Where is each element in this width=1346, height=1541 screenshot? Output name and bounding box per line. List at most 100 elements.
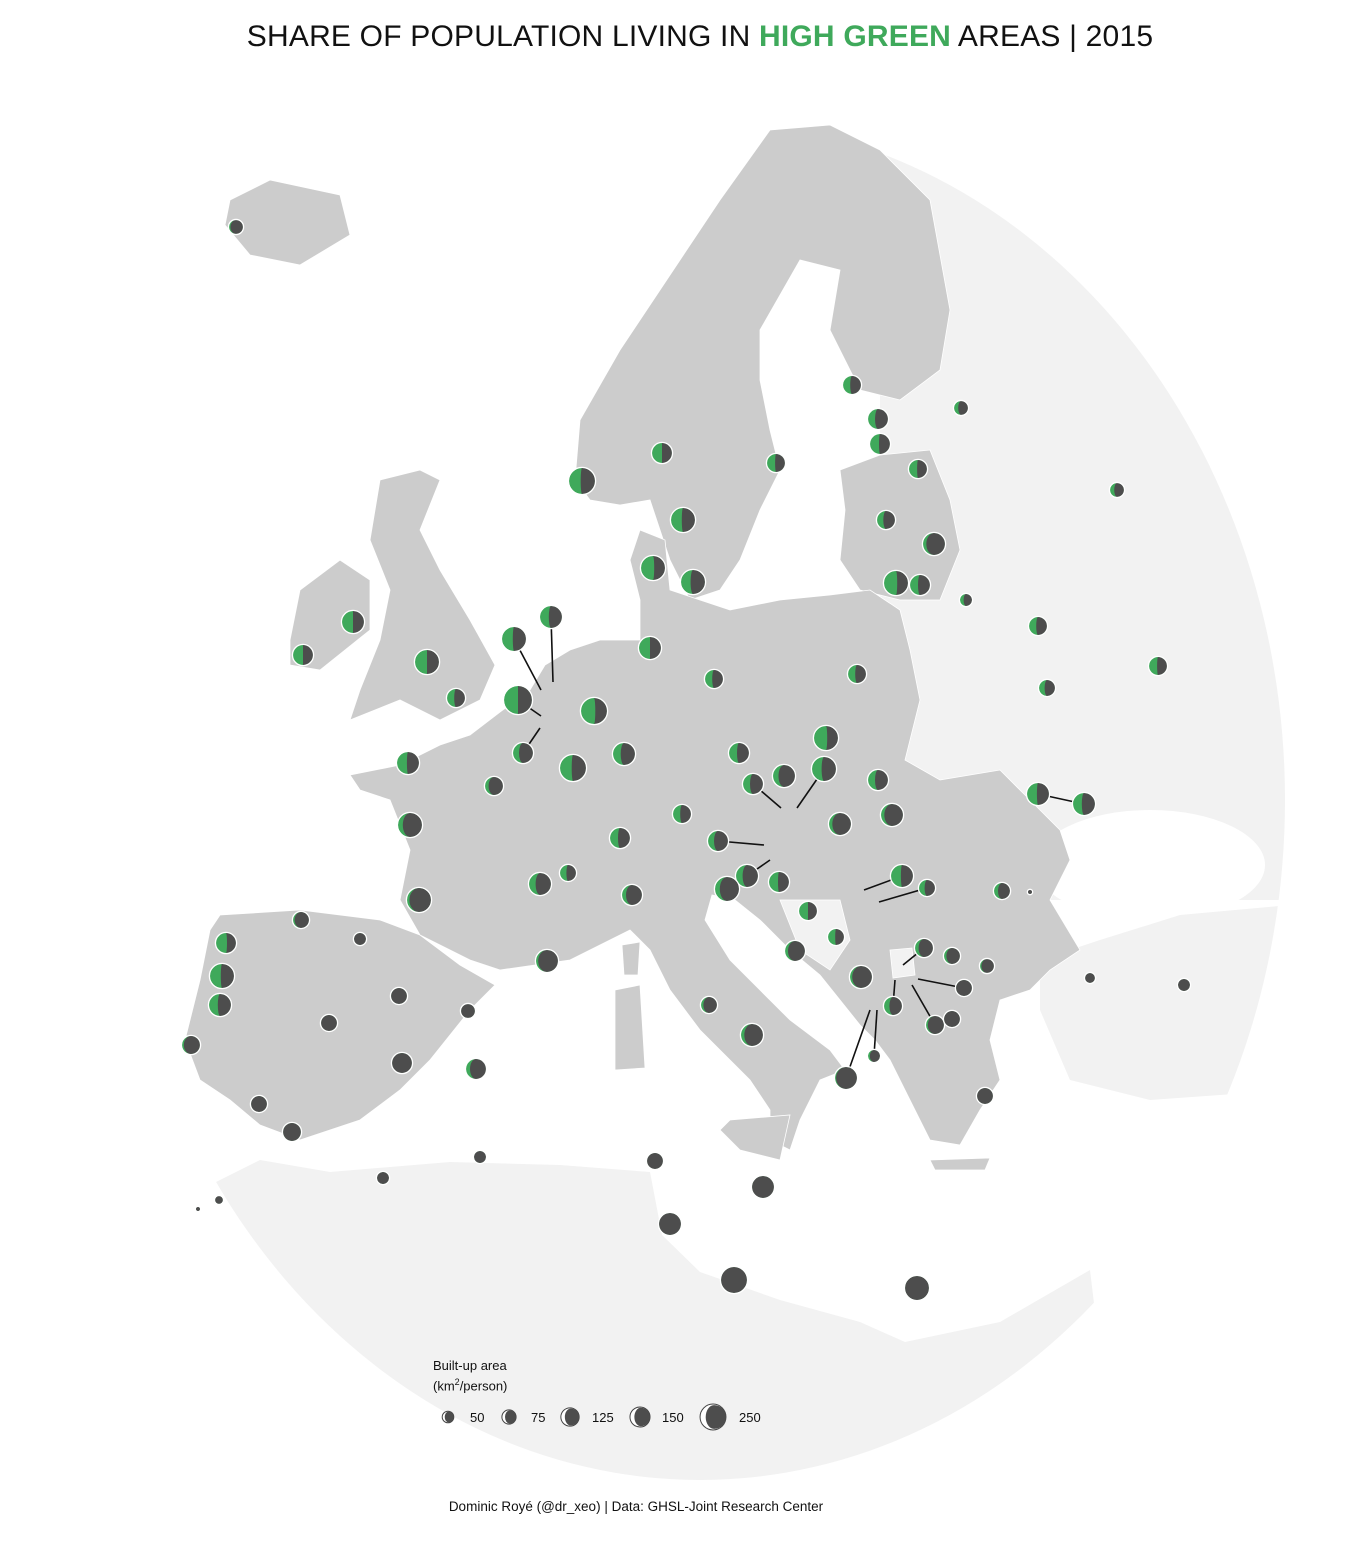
city-point: [459, 1002, 477, 1020]
point-outline: [213, 1194, 225, 1206]
point-outline: [924, 1014, 946, 1036]
other-share-mark: [647, 1153, 663, 1169]
point-outline: [214, 931, 238, 955]
city-point: [502, 684, 534, 716]
point-outline: [771, 763, 797, 789]
other-share-mark: [926, 532, 945, 556]
legend-label: 150: [662, 1410, 684, 1425]
other-share-mark: [535, 872, 551, 896]
legend-symbol-fill: [505, 1410, 517, 1424]
city-point: [180, 1034, 202, 1056]
point-outline: [608, 826, 632, 850]
title-highlight: HIGH GREEN: [759, 20, 952, 53]
point-outline: [620, 883, 644, 907]
point-outline: [396, 811, 424, 839]
point-outline: [975, 1086, 995, 1106]
point-outline: [1026, 888, 1034, 896]
point-outline: [511, 741, 535, 765]
point-outline: [767, 870, 791, 894]
point-outline: [679, 568, 707, 596]
other-share-mark: [850, 376, 861, 394]
city-point: [992, 881, 1012, 901]
other-share-mark: [981, 959, 994, 973]
point-outline: [741, 772, 765, 796]
point-outline: [1176, 977, 1192, 993]
city-point: [952, 399, 970, 417]
other-share-mark: [1114, 483, 1124, 497]
other-share-mark: [946, 948, 960, 964]
other-share-mark: [869, 1050, 880, 1062]
city-point: [866, 1048, 882, 1064]
other-share-mark: [353, 610, 364, 634]
point-outline: [340, 609, 366, 635]
other-share-mark: [658, 1212, 682, 1236]
other-share-mark: [956, 980, 972, 996]
point-outline: [637, 635, 663, 661]
city-point: [1027, 615, 1049, 637]
other-share-mark: [680, 805, 691, 823]
city-point: [727, 741, 751, 765]
point-outline: [699, 995, 719, 1015]
city-point: [826, 927, 846, 947]
legend: 50 75 125 150 250: [441, 1403, 761, 1431]
city-point: [527, 871, 553, 897]
city-point: [765, 452, 787, 474]
city-point: [913, 937, 935, 959]
city-point: [1025, 781, 1051, 807]
other-share-mark: [427, 649, 439, 675]
point-outline: [954, 978, 974, 998]
city-point: [958, 592, 974, 608]
city-point: [395, 750, 421, 776]
point-outline: [908, 573, 932, 597]
point-outline: [812, 724, 840, 752]
country-great-britain: [349, 469, 496, 721]
point-outline: [180, 1034, 202, 1056]
point-outline: [727, 741, 751, 765]
point-outline: [992, 881, 1012, 901]
point-outline: [703, 668, 725, 690]
legend-item: 75: [501, 1409, 545, 1425]
other-share-mark: [653, 555, 666, 581]
point-outline: [352, 931, 368, 947]
point-outline: [882, 995, 904, 1017]
caption: Dominic Royé (@dr_xeo) | Data: GHSL-Join…: [448, 1499, 824, 1514]
point-outline: [395, 750, 421, 776]
city-point: [703, 668, 725, 690]
city-point: [978, 957, 996, 975]
point-outline: [249, 1094, 269, 1114]
city-points: [180, 218, 1192, 1302]
other-share-mark: [321, 1015, 337, 1031]
point-outline: [907, 458, 929, 480]
legend-item: 125: [560, 1407, 614, 1427]
city-point: [352, 931, 368, 947]
other-share-mark: [519, 743, 533, 763]
other-share-mark: [998, 883, 1010, 899]
other-share-mark: [690, 569, 705, 595]
legend-symbol-fill: [705, 1405, 726, 1429]
other-share-mark: [1157, 657, 1167, 675]
point-outline: [841, 374, 863, 396]
city-point: [534, 948, 560, 974]
other-share-mark: [884, 803, 903, 827]
point-outline: [502, 684, 534, 716]
legend-item: 50: [441, 1410, 484, 1425]
city-point: [1147, 655, 1169, 677]
legend-symbol-fill: [634, 1407, 650, 1427]
other-share-mark: [620, 742, 635, 766]
point-outline: [227, 218, 245, 236]
city-point: [882, 995, 904, 1017]
city-point: [389, 986, 409, 1006]
country-baltics: [839, 449, 961, 601]
city-point: [611, 741, 637, 767]
other-share-mark: [662, 443, 672, 463]
other-share-mark: [883, 511, 895, 529]
other-share-mark: [788, 941, 805, 961]
point-outline: [464, 1057, 488, 1081]
city-point: [866, 407, 890, 431]
city-point: [620, 883, 644, 907]
city-point: [413, 648, 441, 676]
point-outline: [291, 910, 311, 930]
leader-line: [873, 1009, 878, 1057]
other-share-mark: [230, 220, 243, 234]
point-outline: [875, 509, 897, 531]
